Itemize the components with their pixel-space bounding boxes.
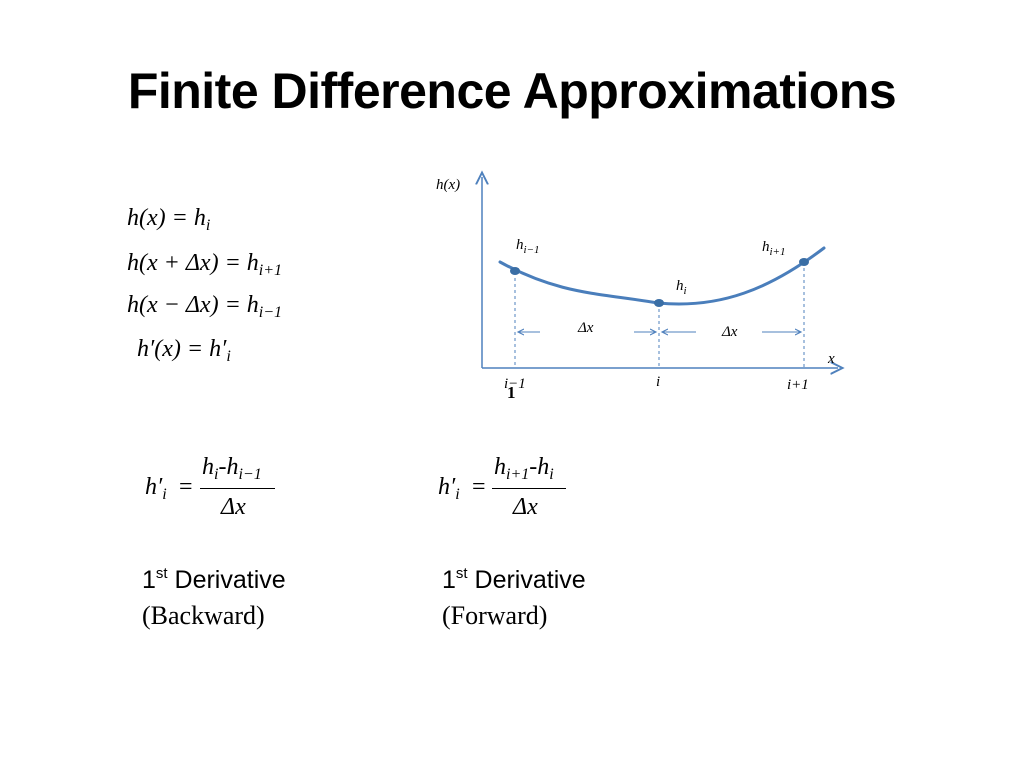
x-axis-label: x (827, 351, 835, 367)
forward-formula: h′i = hi+1-hi Δx (438, 452, 638, 532)
formula-lhs: h′ (438, 474, 456, 500)
point-label: hi+1 (762, 239, 785, 258)
point-label: hi−1 (516, 237, 539, 256)
formula-lhs-sub: i (455, 486, 460, 503)
y-axis-label: h(x) (436, 177, 460, 193)
numerator: hi-hi−1 (202, 454, 262, 483)
denominator: Δx (513, 494, 538, 520)
equation-subscript: i (205, 217, 211, 234)
denominator: Δx (221, 494, 246, 520)
point-marker (654, 299, 664, 307)
fraction-bar (200, 488, 275, 489)
backward-formula: h′i = hi-hi−1 Δx (145, 452, 345, 532)
spacing-label: Δx (577, 320, 594, 336)
definition-equation: h(x − Δx) = hi−1 (127, 292, 282, 322)
equation-text: h(x + Δx) = h (127, 250, 259, 276)
point-marker (799, 258, 809, 266)
equation-text: h(x − Δx) = h (127, 292, 259, 318)
equation-text: h(x) = h (127, 205, 206, 231)
caption-number: 1 (142, 566, 156, 594)
x-tick-label: 1 (507, 383, 516, 402)
x-tick-label: i−1 (504, 376, 526, 392)
caption-kind: (Forward) (442, 600, 548, 630)
x-tick-label: i (656, 374, 660, 390)
caption-word: Derivative (467, 566, 586, 594)
formula-lhs-sub: i (162, 486, 167, 503)
caption-number: 1 (442, 566, 456, 594)
caption-ordinal: st (455, 565, 468, 582)
equals-sign: = (179, 474, 193, 500)
definition-equation: h(x + Δx) = hi+1 (127, 250, 282, 280)
forward-caption: 1st Derivative (Forward) (442, 564, 586, 633)
equation-subscript: i (226, 348, 231, 365)
caption-ordinal: st (155, 565, 168, 582)
point-label: hi (676, 278, 687, 297)
point-marker (510, 267, 520, 275)
caption-word: Derivative (167, 566, 286, 594)
equation-text: h′(x) = h′ (137, 336, 227, 362)
slide-title: Finite Difference Approximations (127, 63, 897, 119)
formula-lhs: h′ (145, 474, 163, 500)
equals-sign: = (472, 474, 486, 500)
caption-kind: (Backward) (142, 600, 265, 630)
equation-subscript: i−1 (258, 304, 283, 321)
numerator: hi+1-hi (494, 454, 554, 483)
backward-caption: 1st Derivative (Backward) (142, 564, 286, 633)
spacing-label: Δx (721, 324, 738, 340)
definition-equation: h′(x) = h′i (137, 336, 231, 366)
x-tick-label: i+1 (787, 377, 809, 393)
fraction-bar (492, 488, 566, 489)
equation-subscript: i+1 (258, 262, 283, 279)
definition-equation: h(x) = hi (127, 205, 210, 235)
finite-difference-graph: h(x) x hi−1 hi hi+1 Δx Δx i−1 1 i i+1 (436, 165, 850, 402)
